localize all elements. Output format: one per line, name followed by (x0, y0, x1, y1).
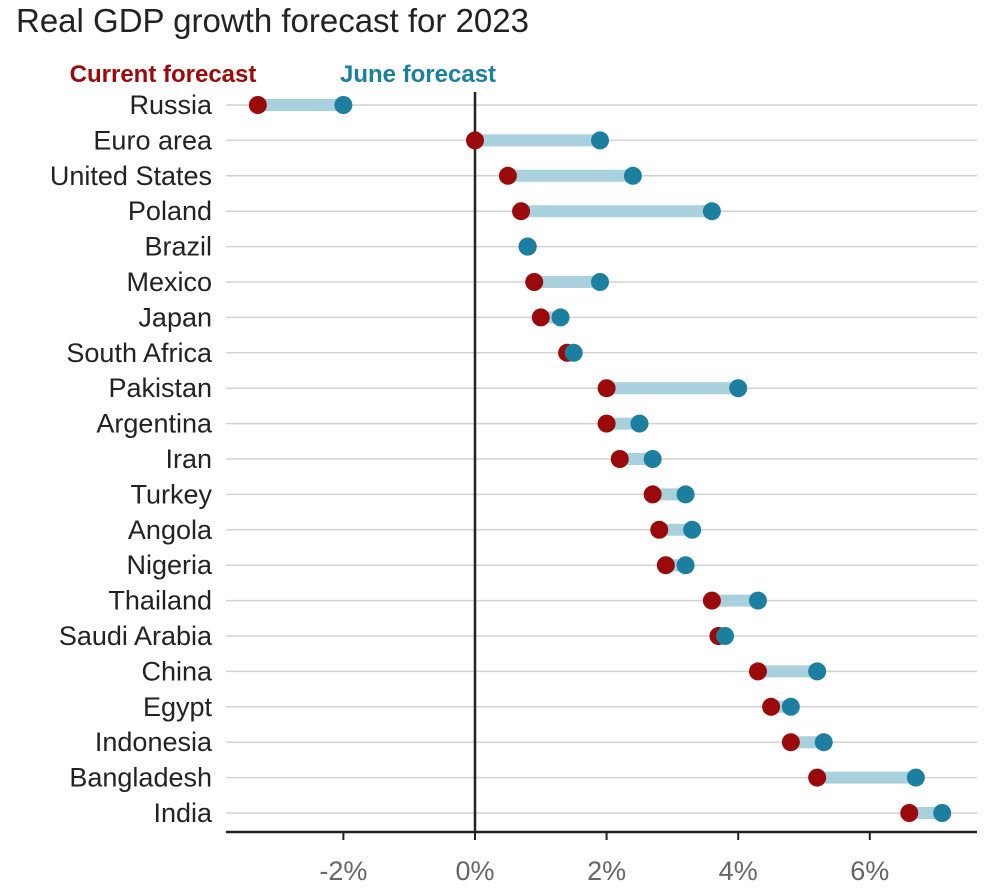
category-label: Mexico (126, 267, 212, 297)
current-forecast-dot (610, 450, 629, 468)
category-label: Japan (138, 302, 212, 332)
june-forecast-dot (564, 343, 583, 362)
june-forecast-dot (716, 627, 735, 645)
current-forecast-dot (512, 202, 531, 221)
current-forecast-dot (656, 556, 675, 575)
june-forecast-dot (591, 131, 610, 150)
x-tick-label: 2% (587, 856, 626, 886)
category-label: Argentina (96, 409, 213, 439)
june-forecast-dot (933, 804, 952, 822)
june-forecast-dot (683, 520, 702, 539)
june-forecast-dot (334, 96, 353, 114)
x-tick-label: 6% (850, 856, 889, 886)
june-forecast-dot (781, 697, 800, 716)
june-forecast-dot (676, 485, 695, 504)
category-label: Poland (128, 196, 212, 226)
june-forecast-dot (808, 662, 827, 681)
category-label: Angola (128, 515, 213, 545)
axes (226, 92, 977, 840)
category-label: Bangladesh (69, 763, 212, 793)
current-forecast-dot (762, 697, 781, 716)
june-forecast-dot (814, 733, 833, 752)
current-forecast-dot (650, 520, 669, 539)
june-forecast-dot (518, 237, 537, 256)
current-forecast-dot (597, 414, 616, 433)
category-label: Nigeria (126, 550, 213, 580)
category-label: Thailand (108, 586, 212, 616)
june-forecast-dot (729, 379, 748, 398)
category-label: Egypt (143, 692, 213, 722)
category-label: Indonesia (95, 727, 213, 757)
category-label: Pakistan (108, 373, 212, 403)
x-tick-label: -2% (319, 856, 367, 886)
current-forecast-dot (781, 733, 800, 752)
june-forecast-dot (623, 166, 642, 185)
legend-june-forecast: June forecast (340, 61, 496, 88)
category-label: Euro area (93, 125, 213, 155)
current-forecast-dot (900, 804, 919, 822)
x-tick-label: 0% (455, 856, 494, 886)
current-forecast-dot (531, 308, 550, 327)
june-forecast-dot (702, 202, 721, 221)
current-forecast-dot (702, 591, 721, 610)
legend: Current forecast June forecast (70, 61, 496, 88)
current-forecast-dot (248, 96, 267, 114)
category-label: South Africa (66, 338, 213, 368)
x-tick-label: 4% (719, 856, 758, 886)
current-forecast-dot (498, 166, 517, 185)
june-forecast-dot (906, 768, 925, 787)
category-label: China (141, 656, 213, 686)
current-forecast-dot (597, 379, 616, 398)
current-forecast-dot (748, 662, 767, 681)
category-label: Turkey (130, 479, 212, 509)
current-forecast-dot (466, 131, 484, 150)
current-forecast-dot (808, 768, 827, 787)
category-labels: Russia Euro area United States Poland Brazil… (50, 90, 213, 828)
june-forecast-dot (551, 308, 570, 327)
current-forecast-dot (525, 273, 544, 291)
category-label: Iran (165, 444, 212, 474)
category-label: Brazil (144, 232, 212, 262)
june-forecast-dot (748, 591, 767, 610)
chart-title: Real GDP growth forecast for 2023 (16, 2, 529, 39)
x-tick-labels: -2% 0% 2% 4% 6% (319, 856, 889, 886)
category-label: India (153, 798, 213, 828)
current-forecast-dot (643, 485, 662, 504)
category-label: Russia (129, 90, 213, 120)
june-forecast-dot (630, 414, 649, 433)
category-label: United States (50, 161, 212, 191)
june-forecast-dot (643, 450, 662, 468)
june-forecast-dot (676, 556, 695, 575)
data-points (248, 96, 952, 822)
category-label: Saudi Arabia (59, 621, 213, 651)
legend-current-forecast: Current forecast (70, 61, 257, 88)
june-forecast-dot (591, 273, 610, 291)
